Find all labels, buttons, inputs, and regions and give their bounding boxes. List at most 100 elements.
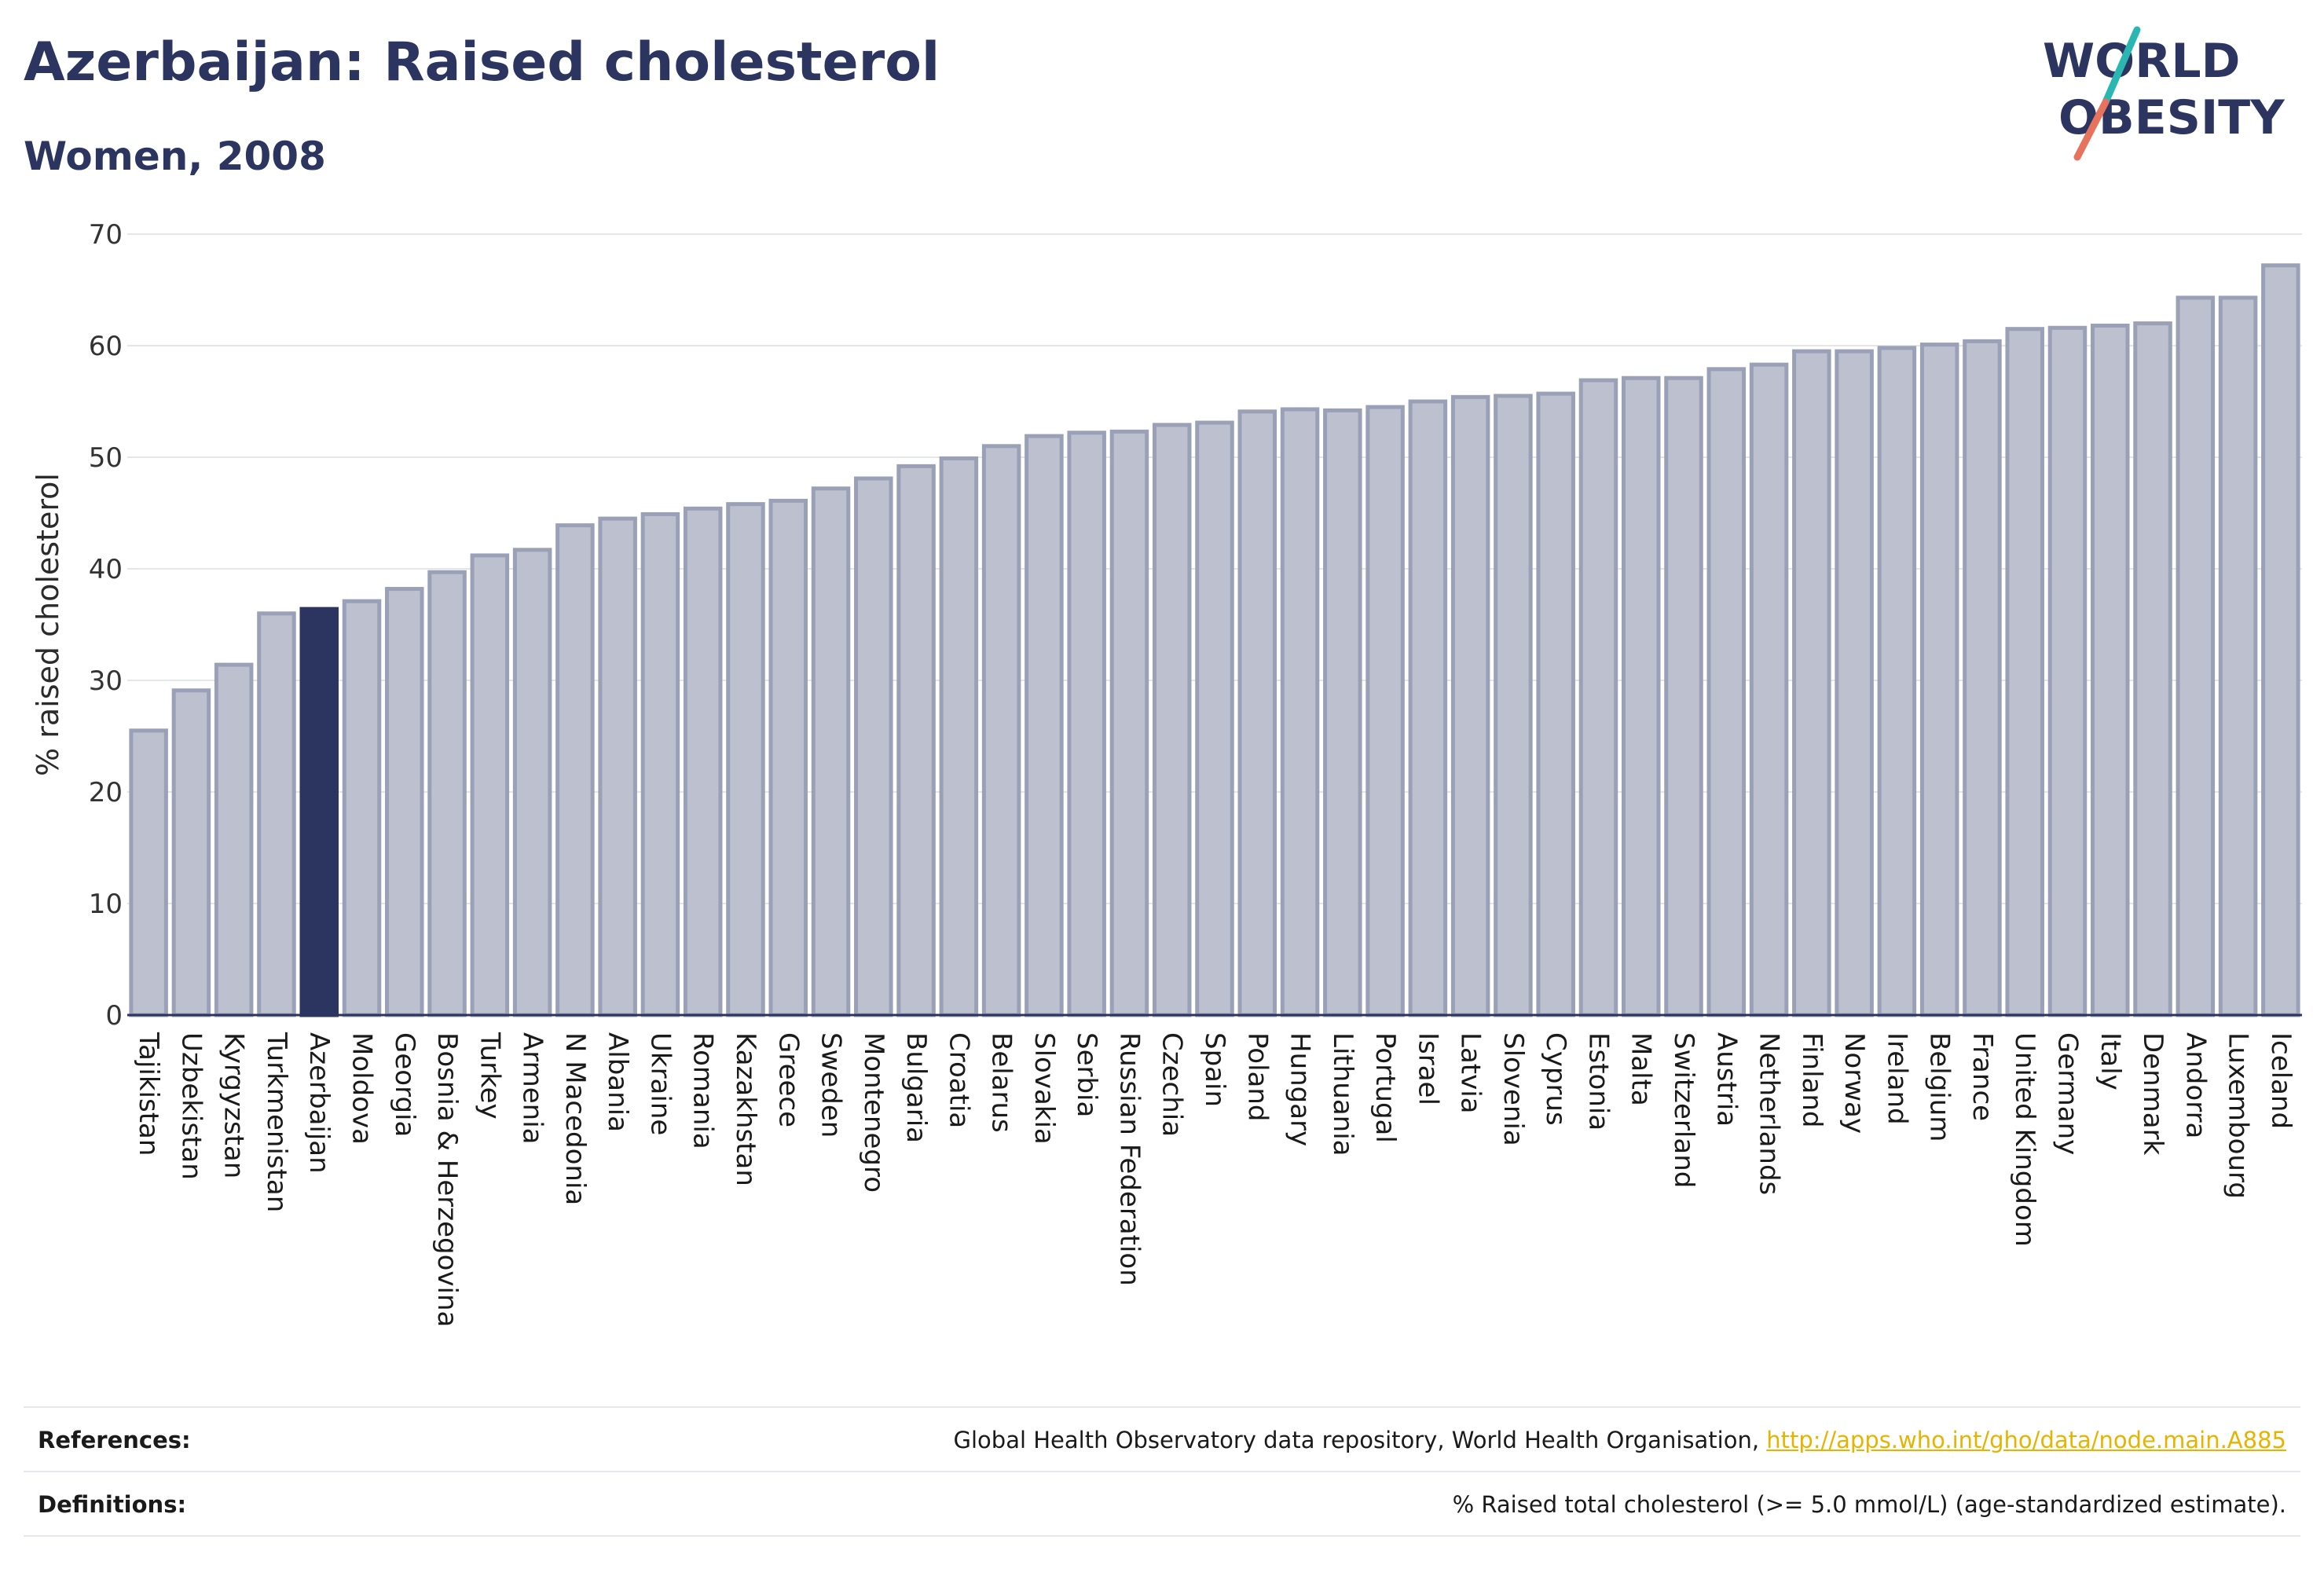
x-tick-label: Spain bbox=[1199, 1032, 1230, 1107]
bar bbox=[683, 506, 723, 1017]
x-tick-label: Uzbekistan bbox=[175, 1032, 207, 1180]
bar bbox=[1067, 431, 1106, 1017]
references-label: References: bbox=[38, 1427, 191, 1453]
x-tick-label: Cyprus bbox=[1540, 1032, 1571, 1126]
bar bbox=[2047, 325, 2088, 1017]
x-tick-label: Romania bbox=[687, 1032, 719, 1149]
references-link[interactable]: http://apps.who.int/gho/data/node.main.A… bbox=[1766, 1427, 2286, 1453]
world-obesity-logo: WORLD OBESITY bbox=[2043, 26, 2286, 161]
x-tick-label: Bosnia & Herzegovina bbox=[431, 1032, 463, 1327]
bar bbox=[1578, 378, 1618, 1017]
bar bbox=[171, 688, 211, 1017]
x-tick-label: Andorra bbox=[2179, 1032, 2211, 1138]
bar bbox=[427, 570, 467, 1017]
x-tick-label: Belarus bbox=[986, 1032, 1017, 1133]
x-tick-label: Malta bbox=[1626, 1032, 1657, 1106]
x-tick-label: Turkmenistan bbox=[261, 1032, 292, 1212]
bar bbox=[1792, 349, 1831, 1017]
x-tick-label: Montenegro bbox=[858, 1032, 889, 1193]
bar bbox=[598, 516, 637, 1017]
references-row: References: Global Health Observatory da… bbox=[24, 1406, 2300, 1472]
references-source: Global Health Observatory data repositor… bbox=[953, 1427, 1767, 1453]
bar bbox=[1621, 376, 1661, 1017]
x-tick-label: Greece bbox=[772, 1032, 804, 1127]
bar bbox=[2176, 295, 2216, 1017]
bar bbox=[385, 587, 424, 1017]
x-tick-label: Georgia bbox=[389, 1032, 420, 1137]
bar bbox=[981, 444, 1021, 1017]
bar bbox=[555, 523, 595, 1017]
x-tick-label: Germany bbox=[2051, 1032, 2083, 1155]
definitions-label: Definitions: bbox=[38, 1491, 187, 1518]
bar bbox=[1919, 343, 1959, 1017]
definitions-text: % Raised total cholesterol (>= 5.0 mmol/… bbox=[1452, 1491, 2286, 1518]
x-tick-label: Czechia bbox=[1157, 1032, 1188, 1137]
x-tick-label: Albania bbox=[602, 1032, 633, 1132]
bar bbox=[1536, 391, 1575, 1017]
x-tick-label: Israel bbox=[1412, 1032, 1443, 1105]
y-tick-label: 50 bbox=[89, 442, 123, 474]
bar bbox=[1450, 394, 1490, 1017]
logo-slash-teal bbox=[2102, 26, 2141, 106]
bar-chart: 0 10 20 30 40 50 60 70 % raised cholesterol Tajik… bbox=[31, 219, 2302, 1327]
x-tick-label: Austria bbox=[1710, 1032, 1742, 1127]
x-tick-label: Norway bbox=[1838, 1032, 1870, 1134]
x-tick-label: Kazakhstan bbox=[730, 1032, 761, 1186]
x-tick-label: Moldova bbox=[346, 1032, 378, 1145]
bar bbox=[2261, 263, 2300, 1017]
x-tick-label: Netherlands bbox=[1754, 1032, 1785, 1195]
y-tick-label: 70 bbox=[89, 219, 123, 251]
y-tick-label: 60 bbox=[89, 331, 123, 362]
bar bbox=[1195, 420, 1234, 1017]
x-tick-label: Latvia bbox=[1455, 1032, 1486, 1114]
bar bbox=[1152, 423, 1192, 1017]
page-title: Azerbaijan: Raised cholesterol bbox=[24, 31, 940, 93]
definitions-row: Definitions: % Raised total cholesterol … bbox=[24, 1471, 2300, 1537]
y-tick-label: 40 bbox=[89, 554, 123, 585]
x-tick-label: Hungary bbox=[1285, 1032, 1316, 1146]
bar bbox=[1749, 362, 1789, 1017]
bar bbox=[640, 511, 680, 1017]
x-tick-label: Turkey bbox=[474, 1032, 505, 1120]
x-tick-label: Poland bbox=[1241, 1032, 1273, 1122]
bar bbox=[512, 548, 552, 1017]
bar bbox=[470, 553, 510, 1017]
x-tick-label: Ukraine bbox=[644, 1032, 676, 1135]
y-tick-label: 30 bbox=[89, 665, 123, 697]
page-subtitle: Women, 2008 bbox=[24, 134, 326, 179]
bar bbox=[342, 599, 382, 1017]
bar bbox=[1237, 409, 1277, 1017]
x-tick-label: Ireland bbox=[1881, 1032, 1912, 1125]
bar bbox=[1706, 367, 1747, 1017]
x-tick-label: Azerbaijan bbox=[303, 1032, 335, 1174]
x-tick-label: Serbia bbox=[1071, 1032, 1102, 1117]
x-tick-label: Denmark bbox=[2137, 1032, 2168, 1156]
bar bbox=[1494, 394, 1533, 1017]
logo-line1: WORLD bbox=[2043, 34, 2240, 89]
y-tick-label: 10 bbox=[89, 889, 123, 920]
x-tick-label: Luxembourg bbox=[2223, 1032, 2254, 1199]
x-tick-label: Slovakia bbox=[1028, 1032, 1060, 1145]
x-tick-label: Tajikistan bbox=[133, 1032, 164, 1156]
x-tick-label: Switzerland bbox=[1668, 1032, 1699, 1188]
bar bbox=[811, 486, 851, 1017]
bar bbox=[214, 662, 254, 1017]
bar-highlighted bbox=[299, 607, 339, 1017]
bar bbox=[939, 456, 979, 1017]
bar bbox=[1963, 339, 2002, 1017]
bar bbox=[1877, 346, 1917, 1017]
x-tick-label: Slovenia bbox=[1497, 1032, 1529, 1146]
x-tick-label: Estonia bbox=[1582, 1032, 1614, 1131]
bar bbox=[1365, 405, 1405, 1017]
bar bbox=[1025, 434, 1064, 1017]
bar bbox=[257, 611, 296, 1017]
x-tick-label: United Kingdom bbox=[2009, 1032, 2040, 1247]
bar bbox=[1323, 408, 1362, 1017]
x-tick-label: Croatia bbox=[943, 1032, 974, 1128]
x-tick-label: Kyrgyzstan bbox=[218, 1032, 250, 1178]
bar bbox=[896, 464, 936, 1017]
references-text: Global Health Observatory data repositor… bbox=[954, 1427, 2300, 1453]
x-tick-label: Portugal bbox=[1369, 1032, 1401, 1143]
x-tick-label: Belgium bbox=[1924, 1032, 1956, 1142]
bar bbox=[854, 476, 893, 1017]
